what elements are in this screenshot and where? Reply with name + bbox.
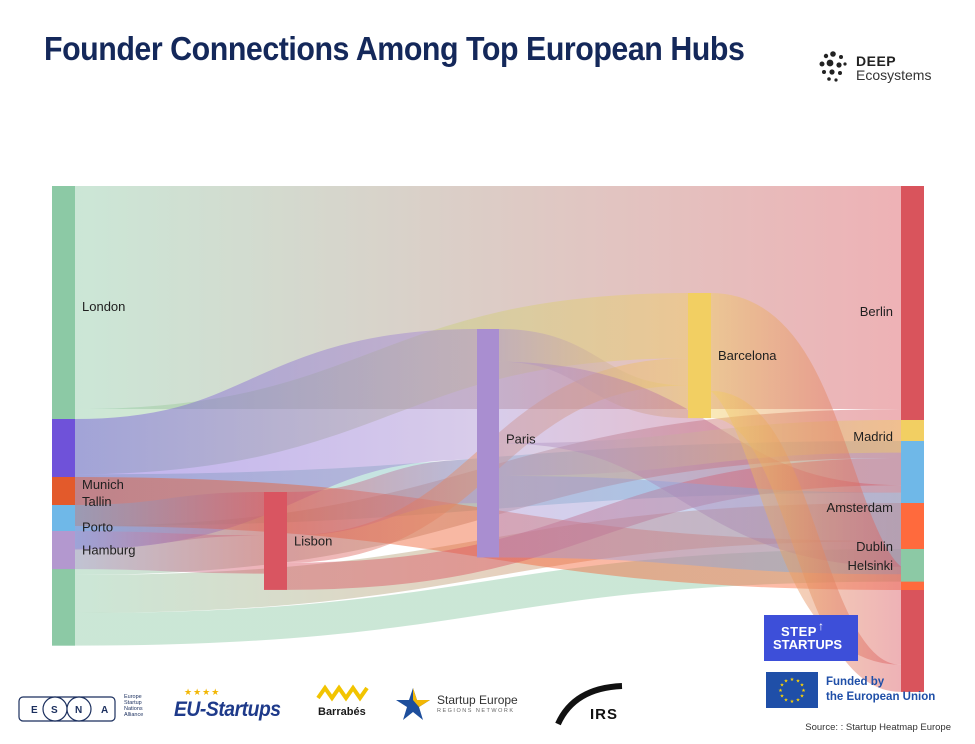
label-london: London — [82, 299, 125, 314]
irs-text: IRS — [590, 706, 619, 723]
startup-europe-sub: REGIONS NETWORK — [437, 708, 515, 714]
node-lisbon — [264, 492, 287, 590]
arc-icon — [555, 683, 623, 726]
label-madrid: Madrid — [853, 429, 893, 444]
svg-text:★: ★ — [780, 694, 785, 700]
svg-text:★: ★ — [801, 688, 806, 694]
svg-text:★: ★ — [778, 688, 783, 694]
step-startups-logo: STEP STARTUPS ↑ — [764, 615, 858, 661]
link-hamburg-lisbon — [74, 531, 265, 574]
barrabes-text: Barrabés — [318, 706, 366, 718]
esna-text-3: Nations — [124, 706, 143, 712]
label-hamburg: Hamburg — [82, 543, 135, 558]
svg-text:★: ★ — [800, 694, 805, 700]
svg-text:★: ★ — [790, 699, 795, 705]
label-dublin: Dublin — [856, 539, 893, 554]
step-line1: STEP — [781, 624, 817, 639]
startup-europe-logo: Startup Europe REGIONS NETWORK — [393, 684, 543, 724]
node-barcelona — [688, 293, 711, 419]
svg-text:★: ★ — [796, 679, 801, 685]
svg-text:★: ★ — [800, 683, 805, 689]
brand-line2: Ecosystems — [856, 67, 932, 83]
esna-letter-2: S — [51, 705, 58, 716]
link-barcelona-berlin — [704, 293, 908, 665]
mountains-icon — [316, 684, 369, 702]
svg-text:★: ★ — [790, 677, 795, 683]
dots-icon — [819, 51, 847, 82]
label-tallin: Tallin — [82, 494, 112, 509]
label-amsterdam: Amsterdam — [827, 500, 893, 515]
svg-text:★: ★ — [780, 683, 785, 689]
irs-logo: IRS — [554, 682, 628, 726]
svg-text:★: ★ — [796, 698, 801, 704]
link-barcelona-berlin — [709, 390, 903, 692]
svg-text:★: ★ — [784, 679, 789, 685]
label-lisbon: Lisbon — [294, 533, 332, 548]
step-line2: STARTUPS — [773, 637, 843, 652]
label-porto: Porto — [82, 519, 113, 534]
deep-ecosystems-logo: DEEP Ecosystems — [818, 50, 948, 90]
node-helsinki — [901, 549, 924, 582]
star-icon — [396, 688, 430, 720]
svg-text:★: ★ — [784, 698, 789, 704]
barrabes-logo: Barrabés — [316, 684, 376, 724]
esna-text-2: Startup — [124, 700, 142, 706]
startup-europe-text: Startup Europe — [437, 693, 518, 707]
label-helsinki: Helsinki — [847, 558, 893, 573]
esna-text-1: Europe — [124, 694, 142, 700]
page-title: Founder Connections Among Top European H… — [44, 30, 745, 67]
label-paris: Paris — [506, 432, 536, 447]
brand-line1: DEEP — [856, 53, 897, 69]
esna-letter-4: A — [101, 705, 108, 716]
esna-letter-3: N — [75, 705, 82, 716]
eu-flag-icon: ★ ★★ ★★★ ★★★ ★★★ — [766, 672, 818, 708]
node-london — [52, 186, 75, 646]
source-note: Source: : Startup Heatmap Europe — [805, 722, 951, 733]
arrow-up-icon: ↑ — [818, 619, 824, 633]
eu-funded-line1: Funded by — [826, 676, 885, 688]
esna-text-4: Alliance — [124, 712, 144, 718]
eu-funded-line2: the European Union — [826, 691, 936, 703]
stars-icon: ★★★★ — [184, 687, 221, 697]
esna-letter-1: E — [31, 705, 38, 716]
eu-startups-text: EU-Startups — [174, 698, 281, 721]
label-berlin: Berlin — [860, 304, 893, 319]
esna-logo: E S N A Europe Startup Nations Alliance — [18, 694, 158, 724]
link-porto-lisbon — [74, 492, 265, 549]
label-barcelona: Barcelona — [718, 348, 777, 363]
eu-startups-logo: ★★★★ EU-Startups — [174, 687, 300, 724]
node-paris — [477, 329, 499, 558]
node-hamburg — [52, 531, 75, 570]
label-munich: Munich — [82, 477, 124, 492]
esna-circles-icon: E S N A — [18, 696, 116, 722]
eu-funded-logo: ★ ★ ★ ★ ★ ★ ★ ★ ★ ★ ★ ★ Funded by the European U… — [766, 672, 952, 710]
